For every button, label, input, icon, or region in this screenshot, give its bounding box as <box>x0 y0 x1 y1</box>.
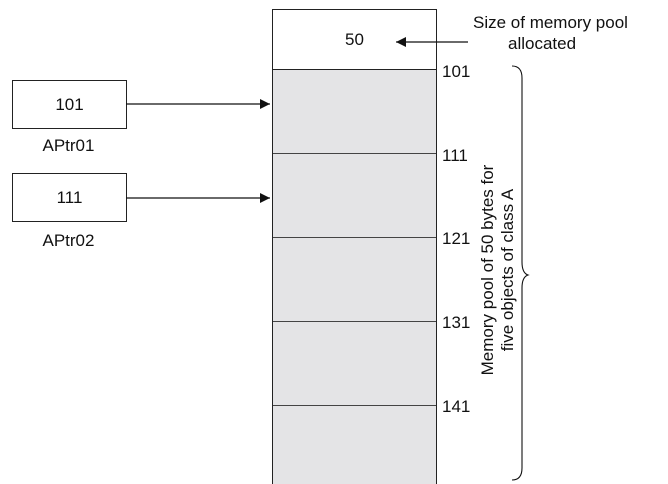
memory-slot-2 <box>273 154 436 238</box>
address-label: 121 <box>442 229 471 248</box>
address-label: 141 <box>442 397 471 416</box>
pointer-value: 101 <box>55 94 84 114</box>
pointer-label-aptr01: APtr01 <box>42 136 95 155</box>
pool-brace <box>511 65 530 481</box>
pool-size-cell: 50 <box>273 10 436 70</box>
address-label: 131 <box>442 313 471 332</box>
memory-slot-1 <box>273 70 436 154</box>
pointer-box-aptr01: 101 <box>12 80 127 129</box>
memory-slot-5 <box>273 406 436 484</box>
pointer-value: 111 <box>56 187 83 207</box>
memory-pool: 50 <box>272 9 437 484</box>
memory-slot-3 <box>273 238 436 322</box>
pointer-label-aptr02: APtr02 <box>42 231 95 250</box>
pool-size-value: 50 <box>345 29 364 49</box>
size-annotation-line2: allocated <box>508 34 577 53</box>
address-label: 111 <box>442 146 468 165</box>
memory-slot-4 <box>273 322 436 406</box>
address-label: 101 <box>442 62 471 81</box>
size-annotation-line1: Size of memory pool <box>473 13 628 32</box>
